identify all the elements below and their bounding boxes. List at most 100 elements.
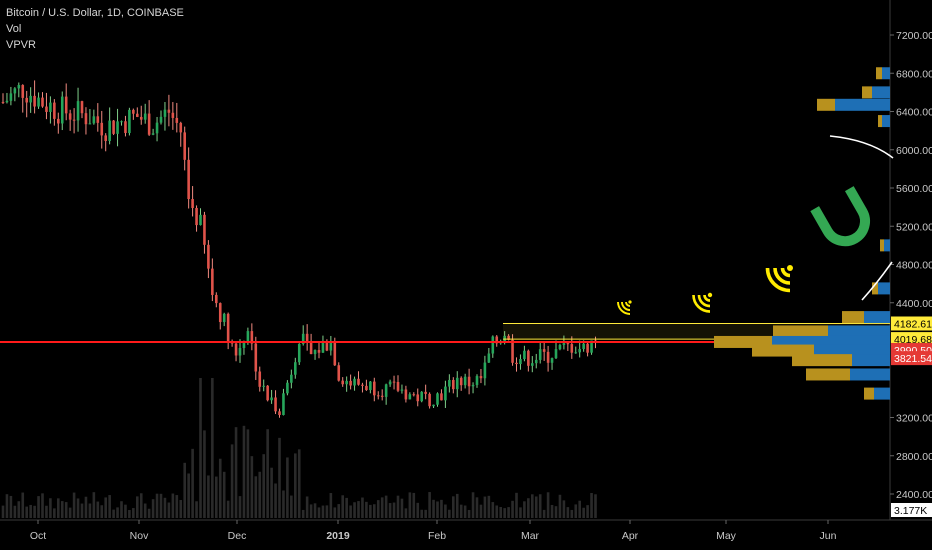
candle-body — [519, 359, 522, 365]
vpvr-indicator-label[interactable]: VPVR — [6, 39, 36, 51]
candle-body — [349, 380, 352, 386]
volume-bar — [499, 506, 502, 518]
volume-bar — [400, 498, 404, 518]
candle-body — [515, 362, 518, 365]
time-tick-label: Nov — [130, 530, 149, 542]
volume-bar — [215, 476, 218, 518]
volume-bar — [369, 504, 372, 518]
vpvr-up-bar — [806, 368, 850, 381]
candle-body — [313, 350, 317, 355]
volume-bar — [64, 502, 68, 518]
volume-bar — [428, 492, 431, 518]
candle-body — [475, 376, 479, 385]
price-badge: 3.177K — [891, 503, 932, 517]
candle-body — [246, 331, 250, 342]
candle-body — [155, 122, 159, 134]
volume-bar — [230, 444, 234, 518]
vpvr-down-bar — [874, 387, 890, 400]
time-tick-label: 2019 — [326, 530, 350, 542]
candle-body — [542, 349, 546, 352]
wifi-signal-icon — [765, 265, 793, 293]
candle-body — [132, 109, 135, 114]
candle-body — [9, 93, 13, 101]
vpvr-down-bar — [828, 325, 890, 338]
candle-body — [163, 109, 167, 117]
candle-body — [309, 342, 313, 355]
volume-bar — [373, 504, 376, 518]
candle-body — [250, 331, 254, 344]
volume-bar — [519, 507, 522, 518]
candle-body — [88, 123, 92, 125]
volume-bar — [9, 495, 13, 518]
volume-bar — [297, 449, 301, 518]
vpvr-down-bar — [884, 239, 890, 252]
wifi-signal-icon — [617, 300, 632, 315]
candle-body — [274, 397, 277, 412]
volume-bar — [463, 505, 467, 518]
candle-body — [45, 106, 48, 112]
candle-body — [534, 359, 538, 364]
symbol-title[interactable]: Bitcoin / U.S. Dollar, 1D, COINBASE — [6, 7, 184, 19]
candle-body — [523, 350, 526, 360]
candle-body — [112, 120, 115, 134]
volume-bar — [495, 505, 499, 518]
volume-bar — [68, 507, 72, 518]
volume-bar — [333, 507, 337, 518]
candle-body — [531, 363, 534, 366]
volume-bar — [582, 507, 585, 518]
candle-body — [341, 380, 344, 385]
volume-bar — [163, 497, 167, 518]
candle-body — [124, 121, 127, 134]
candle-body — [84, 113, 88, 125]
candle-body — [554, 349, 558, 359]
candle-body — [369, 381, 372, 391]
volume-bar — [258, 471, 262, 518]
volume-bar — [578, 500, 581, 518]
volume-bar — [353, 502, 356, 518]
volume-bar — [491, 502, 495, 518]
candle-body — [258, 371, 262, 387]
price-tick-label: 2800.00 — [896, 451, 932, 463]
candle-body — [479, 376, 483, 379]
vpvr-up-bar — [773, 325, 828, 338]
candle-body — [376, 395, 380, 397]
candle-body — [436, 393, 439, 405]
vpvr-up-bar — [792, 354, 852, 367]
volume-bar — [116, 507, 119, 518]
volume-bar — [570, 509, 574, 518]
volume-bar — [317, 507, 321, 518]
candle-body — [120, 121, 123, 123]
candle-body — [432, 404, 435, 407]
candle-body — [60, 96, 64, 124]
candle-body — [396, 382, 400, 391]
candle-body — [195, 207, 198, 226]
volume-bar — [143, 503, 147, 518]
candle-body — [570, 344, 574, 353]
candle-body — [72, 119, 76, 121]
time-tick-label: Apr — [622, 530, 639, 542]
volume-bar — [159, 493, 163, 518]
vpvr-down-bar — [850, 368, 890, 381]
candle-body — [408, 394, 412, 400]
volume-bar — [108, 495, 111, 518]
vol-indicator-label[interactable]: Vol — [6, 23, 22, 35]
magnet-icon — [810, 186, 870, 247]
volume-bar — [483, 496, 487, 518]
candle-body — [495, 336, 499, 344]
volume-bar — [424, 509, 427, 518]
volume-bar — [479, 504, 483, 518]
volume-bar — [345, 497, 348, 518]
candle-body — [147, 113, 151, 135]
price-badge-label: 4182.61 — [894, 319, 932, 331]
volume-bar — [511, 500, 514, 518]
volume-bar — [459, 504, 463, 518]
candle-body — [262, 385, 265, 387]
vpvr-up-bar — [752, 344, 814, 357]
candle-body — [305, 333, 309, 343]
candle-body — [511, 339, 514, 363]
candle-body — [151, 133, 155, 135]
volume-bar — [590, 492, 593, 518]
volume-bar — [72, 492, 76, 518]
